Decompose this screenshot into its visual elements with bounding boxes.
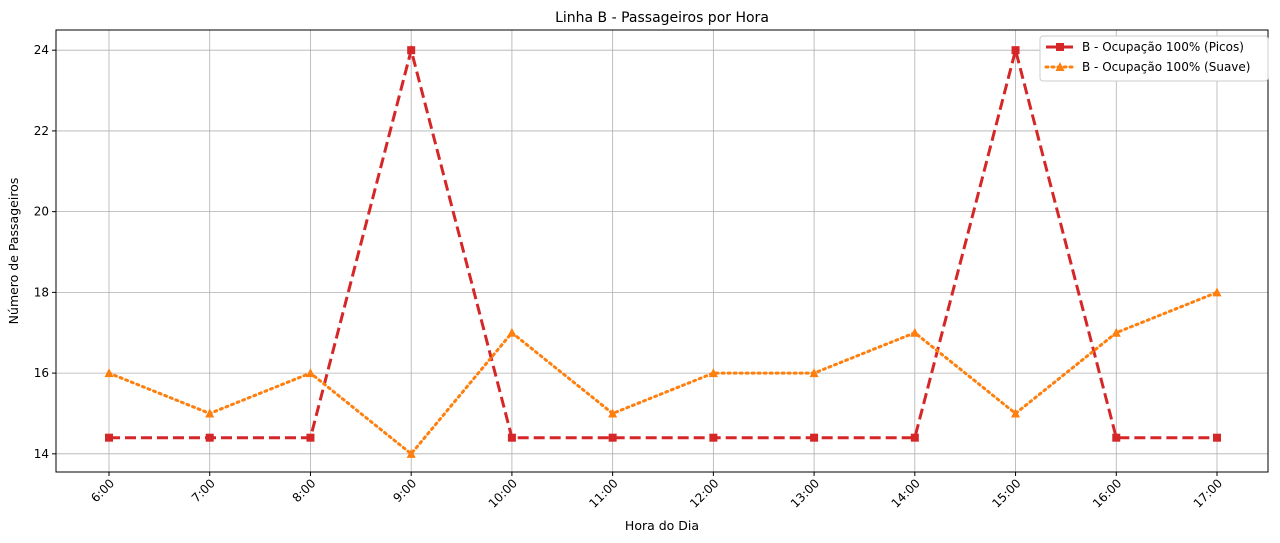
legend: B - Ocupação 100% (Picos) B - Ocupação 10… — [1039, 35, 1269, 82]
legend-label: B - Ocupação 100% (Suave) — [1082, 60, 1250, 74]
x-tick-label: 8:00 — [290, 476, 319, 505]
data-point — [608, 408, 618, 418]
data-point — [910, 433, 919, 442]
data-point — [1112, 433, 1121, 442]
y-tick-label: 20 — [34, 205, 49, 219]
data-point — [1213, 433, 1221, 442]
data-point — [407, 46, 416, 55]
data-point — [1011, 408, 1021, 418]
x-tick-label: 13:00 — [788, 476, 822, 510]
data-point — [1212, 287, 1222, 297]
plot-frame — [55, 29, 1269, 473]
x-tick-label: 15:00 — [989, 476, 1023, 510]
data-point — [306, 433, 315, 442]
y-axis-label: Número de Passageiros — [6, 178, 21, 325]
data-point — [205, 408, 215, 418]
data-point — [406, 448, 416, 458]
series-2 — [104, 287, 1222, 458]
grid — [56, 30, 1268, 472]
x-tick-label: 12:00 — [687, 476, 721, 510]
data-point — [709, 433, 718, 442]
data-point — [205, 433, 214, 442]
data-point — [910, 327, 920, 337]
data-point — [1011, 46, 1020, 55]
data-point — [708, 368, 718, 378]
data-point — [104, 368, 114, 378]
legend-item: B - Ocupação 100% (Picos) — [1046, 40, 1244, 54]
series-1 — [105, 44, 1221, 442]
y-tick-label: 22 — [34, 124, 49, 138]
x-tick-label: 16:00 — [1090, 476, 1124, 510]
y-tick-label: 14 — [34, 447, 49, 461]
legend-item: B - Ocupação 100% (Suave) — [1044, 60, 1250, 74]
x-tick-label: 7:00 — [189, 476, 218, 505]
x-tick-label: 17:00 — [1191, 476, 1225, 510]
data-point — [305, 368, 315, 378]
x-tick-label: 14:00 — [889, 476, 923, 510]
x-axis: 6:00 7:00 8:00 9:00 10:00 11:00 12:00 13:00 14:0… — [88, 472, 1225, 511]
legend-label: B - Ocupação 100% (Picos) — [1082, 40, 1244, 54]
y-tick-label: 18 — [34, 285, 49, 299]
x-tick-label: 11:00 — [586, 476, 620, 510]
x-tick-label: 6:00 — [88, 476, 117, 505]
data-point — [1111, 327, 1121, 337]
legend-marker — [1055, 62, 1065, 71]
series-line — [107, 290, 1219, 456]
data-point — [507, 327, 517, 337]
x-tick-label: 9:00 — [390, 476, 419, 505]
data-point — [105, 433, 113, 442]
x-tick-label: 10:00 — [486, 476, 520, 510]
chart-title: Linha B - Passageiros por Hora — [555, 10, 769, 26]
legend-box — [1039, 35, 1269, 82]
y-tick-label: 16 — [34, 366, 49, 380]
y-tick-label: 24 — [34, 43, 49, 57]
legend-marker — [1056, 43, 1064, 51]
data-point — [608, 433, 617, 442]
data-point — [809, 368, 819, 378]
x-axis-label: Hora do Dia — [625, 518, 699, 533]
y-axis: 14 16 18 20 22 24 — [34, 43, 56, 461]
series-layer — [104, 44, 1222, 458]
data-point — [810, 433, 819, 442]
series-line — [109, 44, 1217, 440]
data-point — [507, 433, 516, 442]
